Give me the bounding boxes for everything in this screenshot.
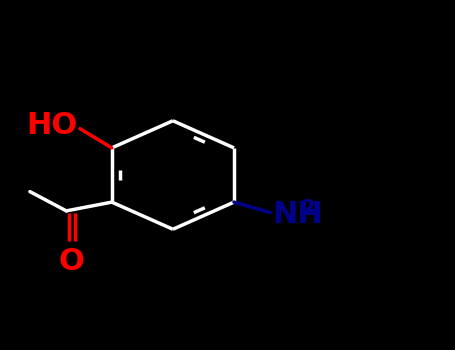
Text: 2: 2 <box>300 199 315 219</box>
Text: NH: NH <box>272 199 323 229</box>
Text: HO: HO <box>26 111 78 140</box>
Text: O: O <box>59 247 85 276</box>
